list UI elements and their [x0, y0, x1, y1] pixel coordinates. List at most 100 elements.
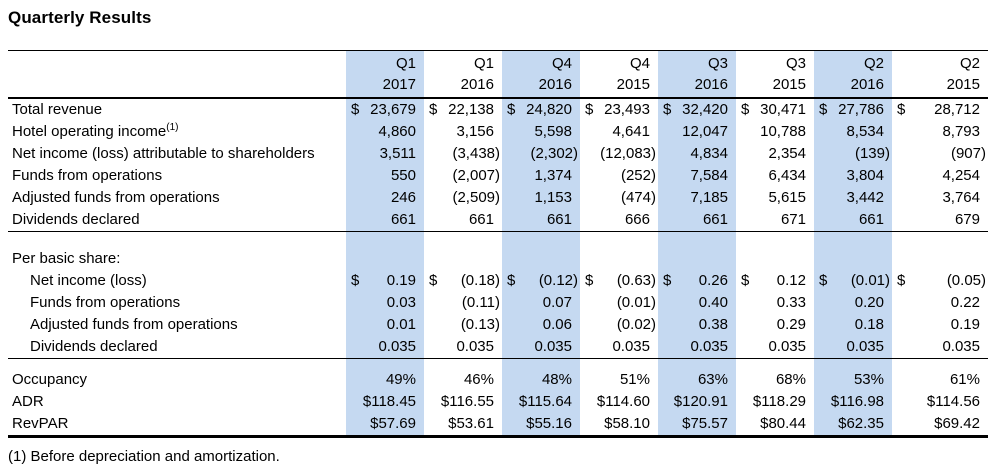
spacer-cell — [346, 359, 424, 369]
spacer-cell — [580, 232, 658, 248]
value-cell: $114.56 — [926, 393, 980, 410]
row-label: Net income (loss) — [30, 272, 147, 289]
column-year: 2015 — [772, 76, 806, 93]
column-header: Q1 2016 — [424, 51, 502, 97]
value-cell: 0.18 — [814, 314, 892, 336]
spacer-cell — [658, 232, 736, 248]
spacer-cell — [502, 359, 580, 369]
currency-symbol: $ — [897, 272, 906, 289]
footnote-ref: (1) — [166, 122, 179, 133]
cell-value: 22,138 — [448, 101, 494, 118]
spacer-cell — [8, 232, 346, 248]
row-label: Hotel operating income(1) — [12, 122, 179, 141]
table-row: Adjusted funds from operations 246 (2,509)… — [8, 187, 988, 209]
value-cell: 0.22 — [950, 294, 980, 311]
value-cell: $118.45 — [346, 391, 424, 413]
cell-value: (0.12) — [538, 272, 578, 289]
value-cell: 3,804 — [814, 165, 892, 187]
column-year: 2015 — [616, 76, 650, 93]
value-cell: (2,302) — [502, 143, 580, 165]
cell-value: (0.01) — [850, 272, 890, 289]
spacer-cell — [580, 248, 658, 270]
corner-cell — [8, 51, 346, 97]
value-cell: (12,083) — [600, 145, 656, 162]
cell-value: 27,786 — [838, 101, 884, 118]
value-cell: 0.035 — [502, 336, 580, 358]
value-cell: (0.01) — [616, 294, 656, 311]
spacer-cell — [658, 248, 736, 270]
value-cell: $ (0.63) — [580, 270, 658, 292]
value-cell: $24,820 — [502, 99, 580, 121]
value-cell: 0.38 — [658, 314, 736, 336]
value-cell: 0.29 — [776, 316, 806, 333]
value-cell: 671 — [780, 211, 806, 228]
value-cell: 68% — [775, 371, 806, 388]
value-cell: 246 — [346, 187, 424, 209]
value-cell: (2,509) — [452, 189, 500, 206]
currency-symbol: $ — [897, 101, 906, 118]
value-cell: 2,354 — [768, 145, 806, 162]
currency-symbol: $ — [663, 272, 672, 289]
currency-symbol: $ — [429, 272, 438, 289]
value-cell: 12,047 — [658, 121, 736, 143]
value-cell: 0.035 — [658, 336, 736, 358]
value-cell: 661 — [468, 211, 494, 228]
value-cell: 8,793 — [942, 123, 980, 140]
cell-value: 0.12 — [776, 272, 806, 289]
row-label: Dividends declared — [30, 338, 158, 355]
table-row: RevPAR $57.69 $53.61 $55.16 $58.10 $75.57 $80.… — [8, 413, 988, 438]
column-header: Q4 2016 — [502, 51, 580, 97]
value-cell: 0.035 — [346, 336, 424, 358]
currency-symbol: $ — [819, 101, 828, 118]
value-cell: (139) — [814, 143, 892, 165]
value-cell: 61% — [949, 371, 980, 388]
spacer-row — [8, 232, 988, 248]
value-cell: $116.98 — [814, 391, 892, 413]
spacer-cell — [8, 359, 346, 369]
column-header: Q1 2017 — [346, 51, 424, 97]
currency-symbol: $ — [741, 101, 750, 118]
value-cell: (0.02) — [616, 316, 656, 333]
value-cell: 0.01 — [346, 314, 424, 336]
value-cell: 46% — [463, 371, 494, 388]
value-cell: 4,834 — [658, 143, 736, 165]
value-cell: 3,442 — [814, 187, 892, 209]
value-cell: 4,641 — [612, 123, 650, 140]
value-cell: 8,534 — [814, 121, 892, 143]
value-cell: 0.19 — [950, 316, 980, 333]
value-cell: $55.16 — [502, 413, 580, 435]
value-cell: 0.035 — [612, 338, 650, 355]
currency-symbol: $ — [585, 101, 594, 118]
value-cell: 0.06 — [502, 314, 580, 336]
value-cell: $0.12 — [736, 270, 814, 292]
column-quarter: Q3 — [785, 55, 806, 72]
column-header: Q2 2016 — [814, 51, 892, 97]
column-header: Q2 2015 — [892, 51, 988, 97]
value-cell: (0.13) — [460, 316, 500, 333]
spacer-cell — [346, 248, 424, 270]
cell-value: (0.63) — [616, 272, 656, 289]
value-cell: $22,138 — [424, 99, 502, 121]
value-cell: $58.10 — [604, 415, 650, 432]
spacer-cell — [736, 232, 814, 248]
value-cell: 661 — [502, 209, 580, 231]
value-cell: 1,374 — [502, 165, 580, 187]
spacer-cell — [424, 359, 502, 369]
value-cell: $23,679 — [346, 99, 424, 121]
column-quarter: Q4 — [551, 55, 572, 72]
value-cell: 0.33 — [776, 294, 806, 311]
value-cell: (252) — [620, 167, 656, 184]
cell-value: 0.26 — [698, 272, 728, 289]
value-cell: 0.20 — [814, 292, 892, 314]
spacer-cell — [736, 359, 814, 369]
value-cell: 0.035 — [942, 338, 980, 355]
spacer-cell — [892, 359, 988, 369]
cell-value: 24,820 — [526, 101, 572, 118]
value-cell: 661 — [346, 209, 424, 231]
spacer-row — [8, 359, 988, 369]
table-row: ADR $118.45 $116.55 $115.64 $114.60 $120.91 $1… — [8, 391, 988, 413]
value-cell: 4,860 — [346, 121, 424, 143]
column-year: 2017 — [382, 76, 416, 93]
table-row: Net income (loss) $0.19 $ (0.18) $ (0.12) $ (0.… — [8, 270, 988, 292]
spacer-cell — [346, 232, 424, 248]
